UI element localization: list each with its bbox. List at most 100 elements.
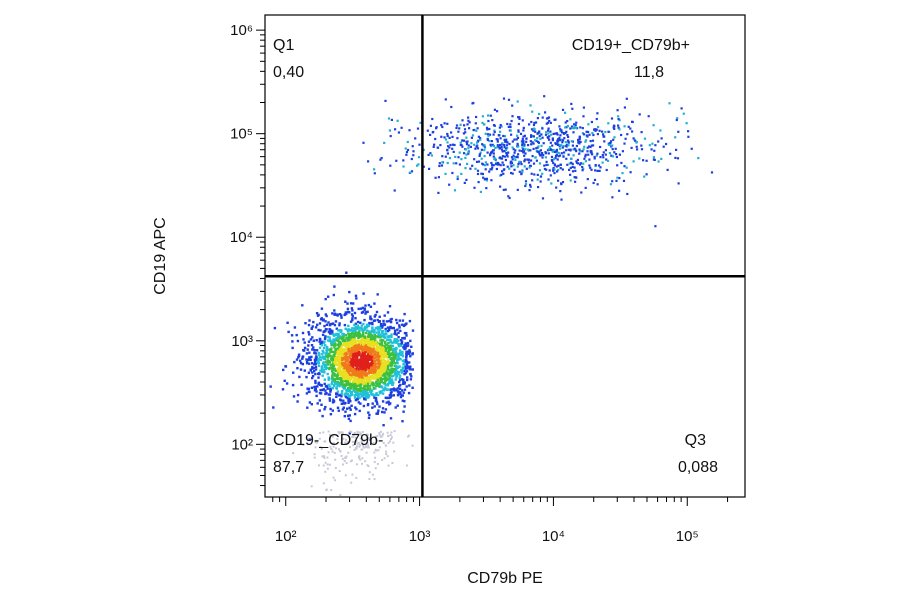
- event-dot: [409, 339, 412, 343]
- event-dot: [431, 117, 434, 121]
- event-dot: [339, 342, 342, 345]
- event-dot: [321, 374, 324, 377]
- event-dot: [551, 139, 554, 142]
- event-dot: [625, 97, 628, 100]
- event-dot: [575, 150, 578, 153]
- event-dot: [376, 435, 379, 438]
- event-dot: [361, 367, 364, 371]
- event-dot: [355, 297, 358, 300]
- event-dot: [355, 463, 358, 466]
- event-dot: [358, 382, 361, 385]
- event-dot: [354, 317, 357, 320]
- event-dot: [320, 344, 324, 347]
- event-dot: [547, 178, 550, 181]
- event-dot: [397, 331, 400, 334]
- event-dot: [398, 384, 401, 388]
- event-dot: [590, 168, 593, 171]
- event-dot: [527, 161, 531, 164]
- event-dot: [309, 369, 312, 372]
- event-dot: [685, 122, 688, 125]
- event-dot: [357, 442, 360, 444]
- event-dot: [483, 149, 486, 152]
- event-dot: [372, 377, 375, 380]
- event-dot: [331, 370, 334, 373]
- event-dot: [595, 128, 598, 131]
- event-dot: [458, 163, 461, 166]
- event-dot: [394, 378, 397, 381]
- event-dot: [635, 145, 638, 148]
- event-dot: [564, 132, 567, 135]
- event-dot: [514, 158, 517, 161]
- event-dot: [660, 137, 663, 140]
- event-dot: [335, 352, 339, 356]
- event-dot: [351, 356, 355, 359]
- event-dot: [365, 374, 368, 377]
- event-dot: [337, 430, 340, 433]
- event-dot: [376, 326, 380, 329]
- event-dot: [327, 321, 330, 324]
- event-dot: [387, 350, 390, 353]
- event-dot: [542, 142, 545, 145]
- event-dot: [397, 392, 400, 395]
- event-dot: [582, 148, 585, 151]
- event-dot: [329, 445, 332, 448]
- event-dot: [487, 114, 490, 117]
- event-dot: [499, 130, 502, 133]
- event-dot: [406, 378, 409, 382]
- x-tick-label: 10³: [409, 528, 431, 545]
- event-dot: [444, 155, 447, 158]
- event-dot: [320, 366, 323, 369]
- event-dot: [557, 164, 560, 167]
- event-dot: [586, 135, 589, 138]
- event-dot: [336, 390, 339, 393]
- event-dot: [333, 355, 336, 358]
- event-dot: [322, 388, 325, 391]
- event-dot: [402, 165, 405, 168]
- event-dot: [341, 375, 344, 378]
- event-dot: [338, 350, 341, 354]
- event-dot: [353, 340, 356, 344]
- event-dot: [384, 351, 387, 355]
- event-dot: [347, 362, 351, 366]
- event-dot: [615, 155, 618, 159]
- event-dot: [395, 369, 398, 372]
- event-dot: [393, 371, 397, 374]
- event-dot: [375, 392, 378, 395]
- event-dot: [402, 346, 405, 349]
- event-dot: [348, 373, 352, 376]
- event-dot: [332, 338, 335, 341]
- event-dot: [402, 378, 405, 382]
- event-dot: [325, 328, 328, 331]
- event-dot: [296, 339, 300, 343]
- event-dot: [394, 331, 397, 334]
- event-dot: [601, 154, 604, 157]
- event-dot: [380, 435, 383, 438]
- event-dot: [608, 143, 611, 146]
- event-dot: [499, 124, 502, 127]
- event-dot: [310, 327, 313, 330]
- y-tick-label: 10⁴: [230, 229, 253, 246]
- event-dot: [459, 123, 462, 126]
- event-dot: [550, 158, 553, 162]
- event-dot: [553, 168, 556, 171]
- event-dot: [368, 348, 371, 351]
- event-dot: [556, 133, 559, 136]
- event-dot: [371, 406, 374, 409]
- event-dot: [612, 126, 615, 129]
- event-dot: [399, 395, 403, 399]
- event-dot: [479, 137, 482, 140]
- event-dot: [333, 362, 337, 365]
- event-dot: [305, 392, 309, 395]
- event-dot: [334, 342, 337, 346]
- event-dot: [377, 409, 380, 412]
- event-dot: [359, 386, 362, 389]
- event-dot: [597, 164, 601, 167]
- event-dot: [597, 125, 600, 129]
- event-dot: [357, 378, 360, 382]
- event-dot: [301, 331, 305, 335]
- event-dot: [533, 173, 536, 176]
- event-dot: [348, 311, 351, 314]
- event-dot: [338, 373, 341, 376]
- event-dot: [642, 159, 645, 162]
- event-dot: [508, 167, 511, 170]
